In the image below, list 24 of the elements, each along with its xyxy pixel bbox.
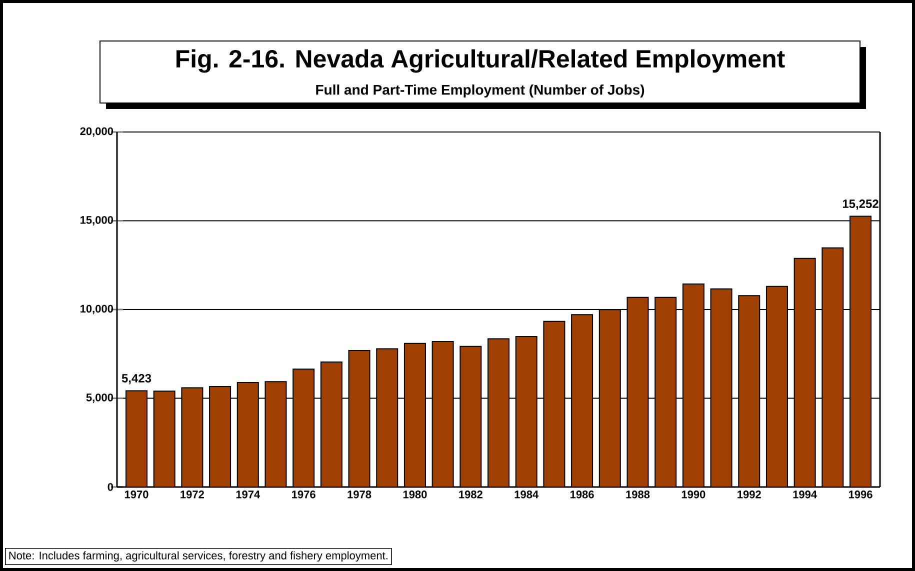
x-tick-label: 1976: [292, 490, 316, 498]
x-tick-label: 1988: [626, 490, 650, 498]
x-tick-label: 1992: [738, 490, 761, 498]
x-tick-label: 1978: [348, 490, 372, 498]
x-tick-label: 1972: [180, 490, 204, 498]
x-tick-label: 1996: [848, 490, 872, 498]
data-label: 5,423: [122, 374, 152, 384]
y-tick-label: 15,000: [80, 216, 114, 226]
x-tick-label: 1970: [124, 490, 148, 498]
x-tick-label: 1980: [403, 490, 427, 498]
chart-title: Fig. 2-16. Nevada Agricultural/Related Employment: [176, 49, 785, 73]
y-tick-label: 20,000: [80, 127, 114, 137]
chart-subtitle: Full and Part-Time Employment (Number of Jobs): [316, 84, 644, 98]
y-tick-label: 10,000: [80, 304, 114, 314]
data-label: 15,252: [842, 200, 878, 210]
y-tick-label: 5,000: [86, 394, 114, 403]
x-tick-label: 1986: [570, 490, 594, 498]
x-tick-label: 1982: [459, 490, 482, 498]
x-tick-label: 1990: [682, 490, 706, 498]
x-tick-label: 1984: [514, 490, 539, 498]
text: Note: Includes farming, agricultural services, forestry and fishery employment.: [9, 551, 388, 562]
x-tick-label: 1994: [793, 490, 817, 498]
x-tick-label: 1974: [236, 490, 260, 498]
y-tick-label: 0: [108, 483, 114, 491]
